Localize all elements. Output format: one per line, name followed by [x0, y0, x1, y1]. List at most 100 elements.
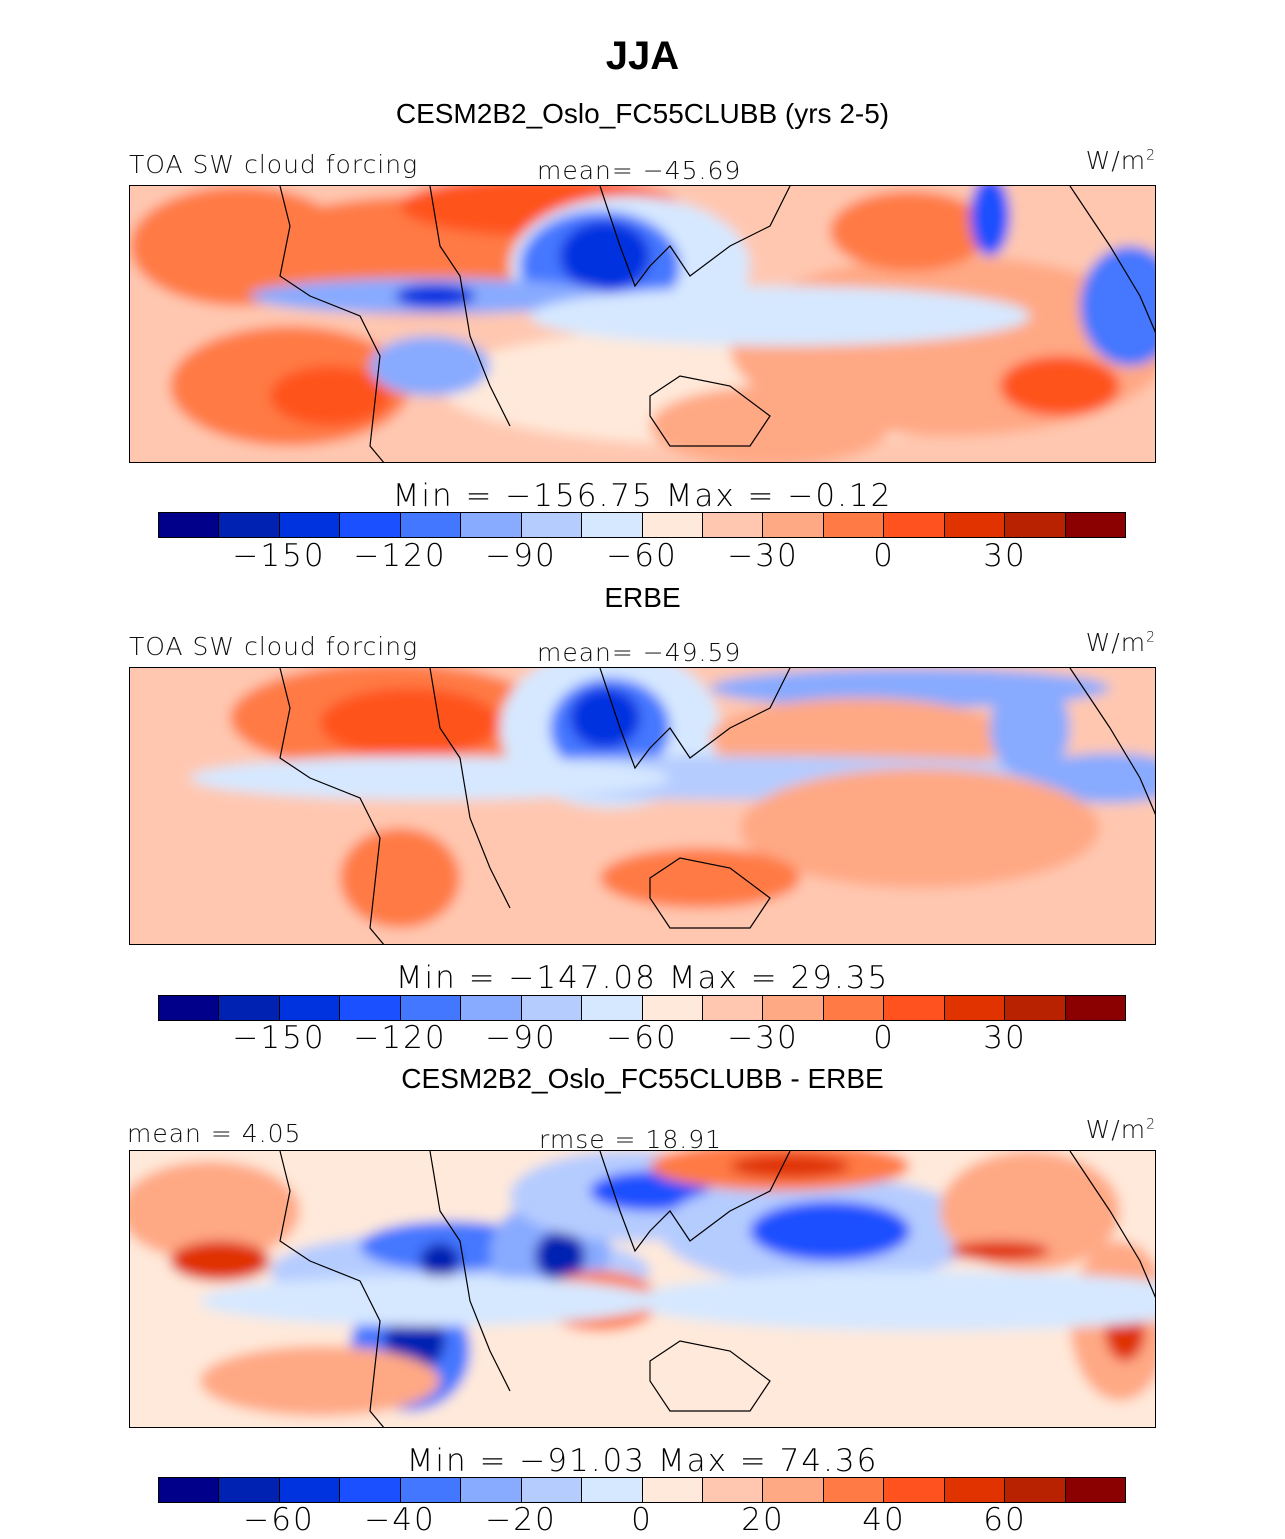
colorbar-box	[1005, 1478, 1066, 1502]
colorbar-box	[159, 1478, 220, 1502]
contour-region	[740, 768, 1100, 888]
colorbar-box	[823, 1478, 885, 1502]
colorbar-tick-label: −60	[606, 538, 678, 574]
center-label: rmse = 18.91	[539, 1125, 723, 1154]
coastlines	[279, 668, 1155, 944]
colorbar-box	[884, 513, 945, 537]
contour-region	[170, 1241, 270, 1281]
coastlines	[279, 1151, 1155, 1427]
colorbar	[158, 1477, 1126, 1503]
colorbar-box	[461, 1478, 522, 1502]
colorbar-tick-label: −20	[485, 1502, 557, 1538]
units-text: W/m	[1085, 628, 1147, 657]
colorbar-tick-label: 0	[873, 1020, 895, 1056]
contour-region	[200, 1276, 660, 1326]
contour-map	[129, 667, 1156, 945]
colorbar-tick-label: −60	[243, 1502, 315, 1538]
contour-map	[129, 1150, 1156, 1428]
colorbar-box	[159, 996, 220, 1020]
units-label: W/m2	[1086, 628, 1156, 657]
colorbar-box	[1065, 513, 1125, 537]
panel-title: CESM2B2_Oslo_FC55CLUBB (yrs 2-5)	[395, 98, 890, 129]
colorbar-box	[944, 1478, 1006, 1502]
contour-region	[420, 1243, 460, 1279]
left-label: TOA SW cloud forcing	[129, 150, 419, 179]
colorbar-tick-label: 0	[873, 538, 895, 574]
contour-region	[750, 1201, 910, 1261]
colorbar-box	[219, 996, 280, 1020]
units-text: W/m	[1085, 1115, 1147, 1144]
colorbar-tick-label: 20	[741, 1502, 785, 1538]
contour-region	[950, 1241, 1050, 1261]
contour-map	[129, 185, 1156, 463]
colorbar	[158, 512, 1126, 538]
contour-region	[190, 756, 670, 800]
contour-region	[990, 678, 1070, 778]
colorbar-tick-label: 0	[631, 1502, 653, 1538]
contour-region	[370, 336, 490, 396]
min-max-label: Min = −156.75 Max = −0.12	[392, 478, 893, 514]
colorbar-tick-label: 40	[862, 1502, 906, 1538]
contour-region	[1080, 246, 1155, 366]
contour-region	[535, 1231, 585, 1281]
contour-region	[320, 688, 500, 758]
min-max-label: Min = −147.08 Max = 29.35	[395, 960, 890, 996]
contour-region	[1030, 753, 1155, 803]
colorbar-box	[279, 996, 341, 1020]
colorbar-box	[279, 513, 341, 537]
colorbar-box	[521, 513, 583, 537]
colorbar-box	[763, 1478, 824, 1502]
colorbar-box	[400, 1478, 462, 1502]
colorbar-box	[1065, 996, 1125, 1020]
colorbar-box	[461, 513, 522, 537]
colorbar-box	[521, 996, 583, 1020]
contour-region	[650, 386, 890, 462]
colorbar-tick-label: −60	[606, 1020, 678, 1056]
colorbar-box	[944, 996, 1006, 1020]
colorbar-tick-label: −150	[232, 538, 326, 574]
contour-region	[560, 221, 650, 291]
contour-region	[270, 366, 390, 426]
colorbar-box	[884, 996, 945, 1020]
colorbar-box	[279, 1478, 341, 1502]
colorbar-box	[823, 513, 885, 537]
contour-region	[395, 284, 475, 308]
colorbar-box	[340, 513, 401, 537]
colorbar-box	[1005, 513, 1066, 537]
colorbar-box	[219, 1478, 280, 1502]
left-label: mean = 4.05	[127, 1119, 302, 1148]
left-label: TOA SW cloud forcing	[129, 632, 419, 661]
colorbar-box	[400, 996, 462, 1020]
colorbar-box	[340, 1478, 401, 1502]
units-exponent: 2	[1146, 147, 1156, 164]
contour-region	[940, 1151, 1120, 1271]
contour-region	[1000, 356, 1120, 416]
colorbar-box	[823, 996, 885, 1020]
map-field	[130, 1151, 1155, 1427]
colorbar-box	[642, 996, 703, 1020]
contour-region	[200, 1346, 440, 1416]
colorbar-box	[884, 1478, 945, 1502]
map-field	[130, 668, 1155, 944]
contour-region	[830, 191, 990, 271]
colorbar-tick-label: −40	[364, 1502, 436, 1538]
figure-title: JJA	[605, 34, 680, 78]
panel-title: ERBE	[604, 582, 681, 613]
colorbar-box	[582, 996, 643, 1020]
colorbar-box	[340, 996, 401, 1020]
colorbar-box	[642, 513, 703, 537]
units-exponent: 2	[1146, 629, 1156, 646]
contour-region	[630, 1271, 1155, 1331]
colorbar-box	[944, 513, 1006, 537]
map-field	[130, 186, 1155, 462]
contour-region	[970, 186, 1010, 256]
colorbar-box	[1005, 996, 1066, 1020]
contour-region	[340, 828, 460, 928]
colorbar-tick-label: −90	[485, 538, 557, 574]
colorbar-tick-label: −150	[232, 1020, 326, 1056]
colorbar-box	[159, 513, 220, 537]
colorbar-box	[702, 513, 764, 537]
colorbar-tick-label: −120	[353, 538, 447, 574]
colorbar-box	[521, 1478, 583, 1502]
colorbar-box	[763, 996, 824, 1020]
